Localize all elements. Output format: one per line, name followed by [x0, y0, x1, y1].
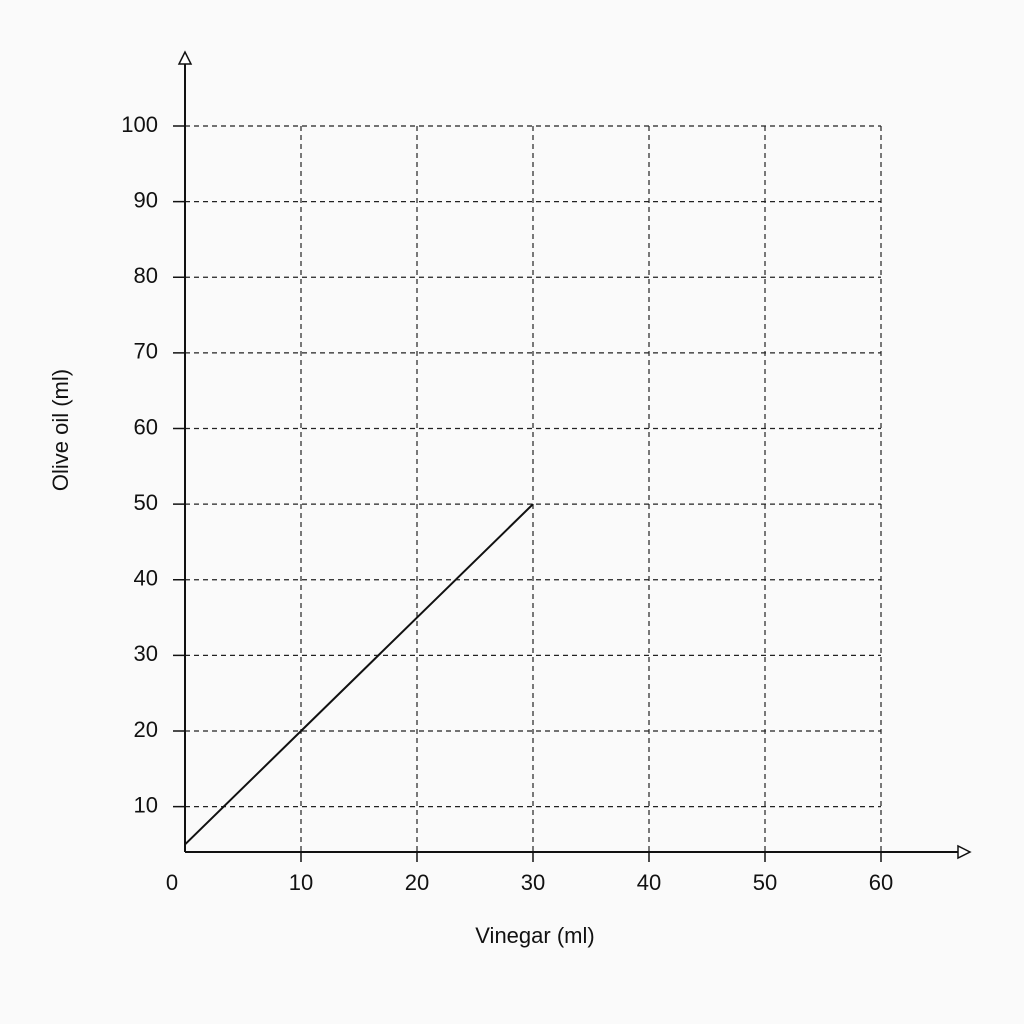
y-tick-label: 30: [134, 641, 158, 666]
y-tick-label: 50: [134, 490, 158, 515]
y-tick-label: 70: [134, 339, 158, 364]
y-tick-label: 40: [134, 566, 158, 591]
y-tick-label: 10: [134, 792, 158, 817]
y-tick-label: 80: [134, 263, 158, 288]
grid: [185, 125, 882, 852]
x-tick-label: 50: [753, 870, 777, 895]
x-tick-label: 10: [289, 870, 313, 895]
x-tick-label: 20: [405, 870, 429, 895]
x-tick-label: 0: [166, 870, 178, 895]
y-axis-arrow: [177, 50, 193, 65]
y-tick-label: 20: [134, 717, 158, 742]
x-axis-arrow: [957, 844, 972, 860]
x-axis-label: Vinegar (ml): [475, 923, 594, 948]
y-axis-label: Olive oil (ml): [48, 369, 73, 491]
x-tick-label: 60: [869, 870, 893, 895]
data-line: [184, 503, 534, 846]
x-tick-label: 30: [521, 870, 545, 895]
x-tick-label: 40: [637, 870, 661, 895]
y-tick-label: 90: [134, 187, 158, 212]
y-tick-label: 60: [134, 414, 158, 439]
y-tick-label: 100: [121, 112, 158, 137]
